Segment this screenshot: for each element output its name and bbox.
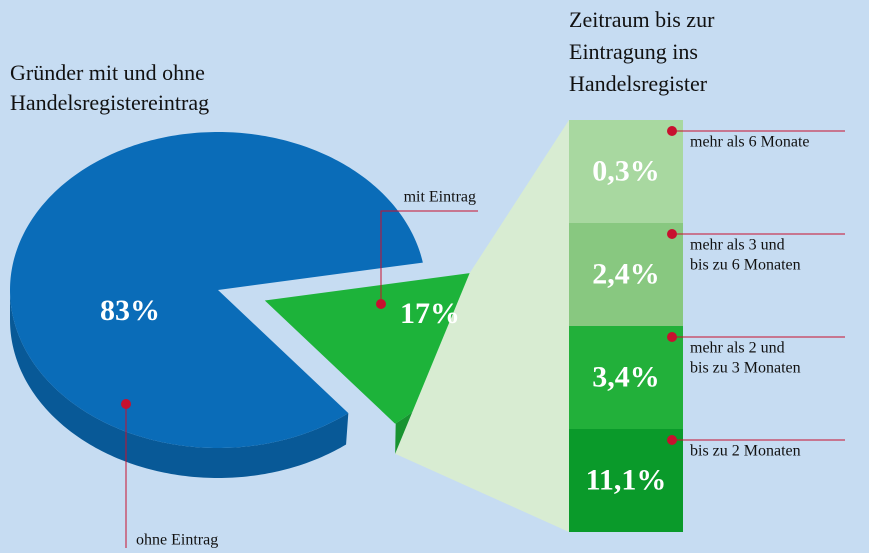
leader-line bbox=[380, 210, 478, 304]
bar-segment bbox=[569, 326, 683, 429]
data-label: 11,1% bbox=[586, 463, 667, 496]
leader-dot bbox=[667, 332, 677, 342]
chart-title: Handelsregistereintrag bbox=[10, 90, 209, 115]
leader-dot bbox=[667, 126, 677, 136]
data-label: 2,4% bbox=[592, 257, 660, 290]
leader-dot bbox=[667, 229, 677, 239]
category-label: mit Eintrag bbox=[404, 189, 476, 206]
leader-dot bbox=[667, 435, 677, 445]
chart-title: Zeitraum bis zur bbox=[569, 7, 715, 32]
leader-dot bbox=[121, 399, 131, 409]
pie-slice bbox=[10, 132, 423, 448]
category-label: bis zu 3 Monaten bbox=[690, 360, 801, 377]
data-label: 17% bbox=[400, 297, 460, 330]
data-label: 3,4% bbox=[592, 360, 660, 393]
category-label: bis zu 2 Monaten bbox=[690, 443, 801, 460]
leader-dot bbox=[376, 299, 386, 309]
category-label: bis zu 6 Monaten bbox=[690, 257, 801, 274]
category-label: mehr als 2 und bbox=[690, 340, 785, 357]
category-label: mehr als 6 Monate bbox=[690, 134, 810, 151]
data-label: 83% bbox=[100, 294, 160, 327]
bar-segment bbox=[569, 223, 683, 326]
pie-slice bbox=[264, 273, 473, 424]
category-label: mehr als 3 und bbox=[690, 237, 785, 254]
chart-title: Handelsregister bbox=[569, 71, 708, 96]
category-label: ohne Eintrag bbox=[136, 532, 218, 549]
bar-segment bbox=[569, 120, 683, 223]
chart-title: Gründer mit und ohne bbox=[10, 60, 205, 85]
chart-title: Eintragung ins bbox=[569, 39, 698, 64]
connector bbox=[395, 120, 569, 532]
pie-side bbox=[10, 292, 349, 478]
bar-segment bbox=[569, 429, 683, 532]
data-label: 0,3% bbox=[592, 154, 660, 187]
